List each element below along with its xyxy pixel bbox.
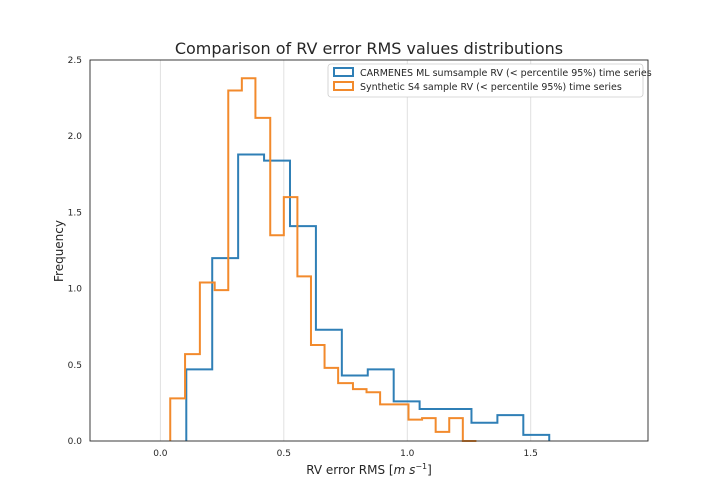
histogram-bar <box>284 197 298 441</box>
legend: CARMENES ML sumsample RV (< percentile 9… <box>327 63 652 98</box>
histogram-bar <box>449 418 463 441</box>
histogram-bar <box>436 432 450 441</box>
histogram-bar <box>353 389 367 441</box>
grid-lines <box>159 60 532 441</box>
histogram-bar <box>422 418 436 441</box>
x-tick-label: 1.5 <box>524 449 538 459</box>
histogram-bar <box>409 420 423 441</box>
histogram-bar <box>380 404 395 441</box>
histogram-bar <box>255 118 270 441</box>
histogram-bar <box>170 398 185 441</box>
y-tick-label: 0.5 <box>68 361 82 371</box>
x-tick-label: 0.0 <box>153 449 168 459</box>
histogram-bar <box>395 404 409 441</box>
histogram-bar <box>228 90 242 441</box>
legend-label-synthetic: Synthetic S4 sample RV (< percentile 95%… <box>360 82 622 93</box>
legend-swatch-synthetic <box>333 81 354 91</box>
x-axis-label: RV error RMS [m s−1] <box>306 462 432 477</box>
histogram-bar <box>338 383 353 441</box>
histogram-bar <box>215 290 229 441</box>
legend-label-carmenes: CARMENES ML sumsample RV (< percentile 9… <box>360 68 652 79</box>
histogram-bar <box>311 345 325 441</box>
histogram-bar <box>200 283 215 441</box>
series-outline-0 <box>185 153 551 441</box>
series-0 <box>185 153 551 441</box>
histogram-bar <box>497 415 523 441</box>
histogram-bar <box>367 392 381 441</box>
histogram-bar <box>185 354 200 441</box>
axes-frame <box>89 59 649 442</box>
y-tick-label: 1.5 <box>68 208 82 218</box>
histogram-bar <box>471 423 497 441</box>
legend-box <box>327 63 644 98</box>
y-tick-label: 1.0 <box>68 285 83 295</box>
chart-title: Comparison of RV error RMS values distri… <box>175 39 563 58</box>
series-1 <box>169 77 477 442</box>
x-tick-label: 0.5 <box>277 449 291 459</box>
x-tick-labels: 0.0 0.5 1.0 1.5 <box>153 449 538 459</box>
histogram-bar <box>242 78 256 441</box>
y-tick-labels: 0.0 0.5 1.0 1.5 2.0 2.5 <box>68 56 83 447</box>
histogram-bar <box>270 235 284 441</box>
y-tick-label: 0.0 <box>68 437 83 447</box>
histogram-bar <box>297 276 311 441</box>
y-tick-label: 2.0 <box>68 132 83 142</box>
series-outline-1 <box>169 77 477 442</box>
histogram-bar <box>325 368 339 441</box>
y-tick-label: 2.5 <box>68 56 82 66</box>
x-tick-label: 1.0 <box>400 449 415 459</box>
y-axis-label: Frequency <box>52 220 66 282</box>
histogram-series <box>169 77 551 442</box>
legend-swatch-carmenes <box>333 67 354 77</box>
